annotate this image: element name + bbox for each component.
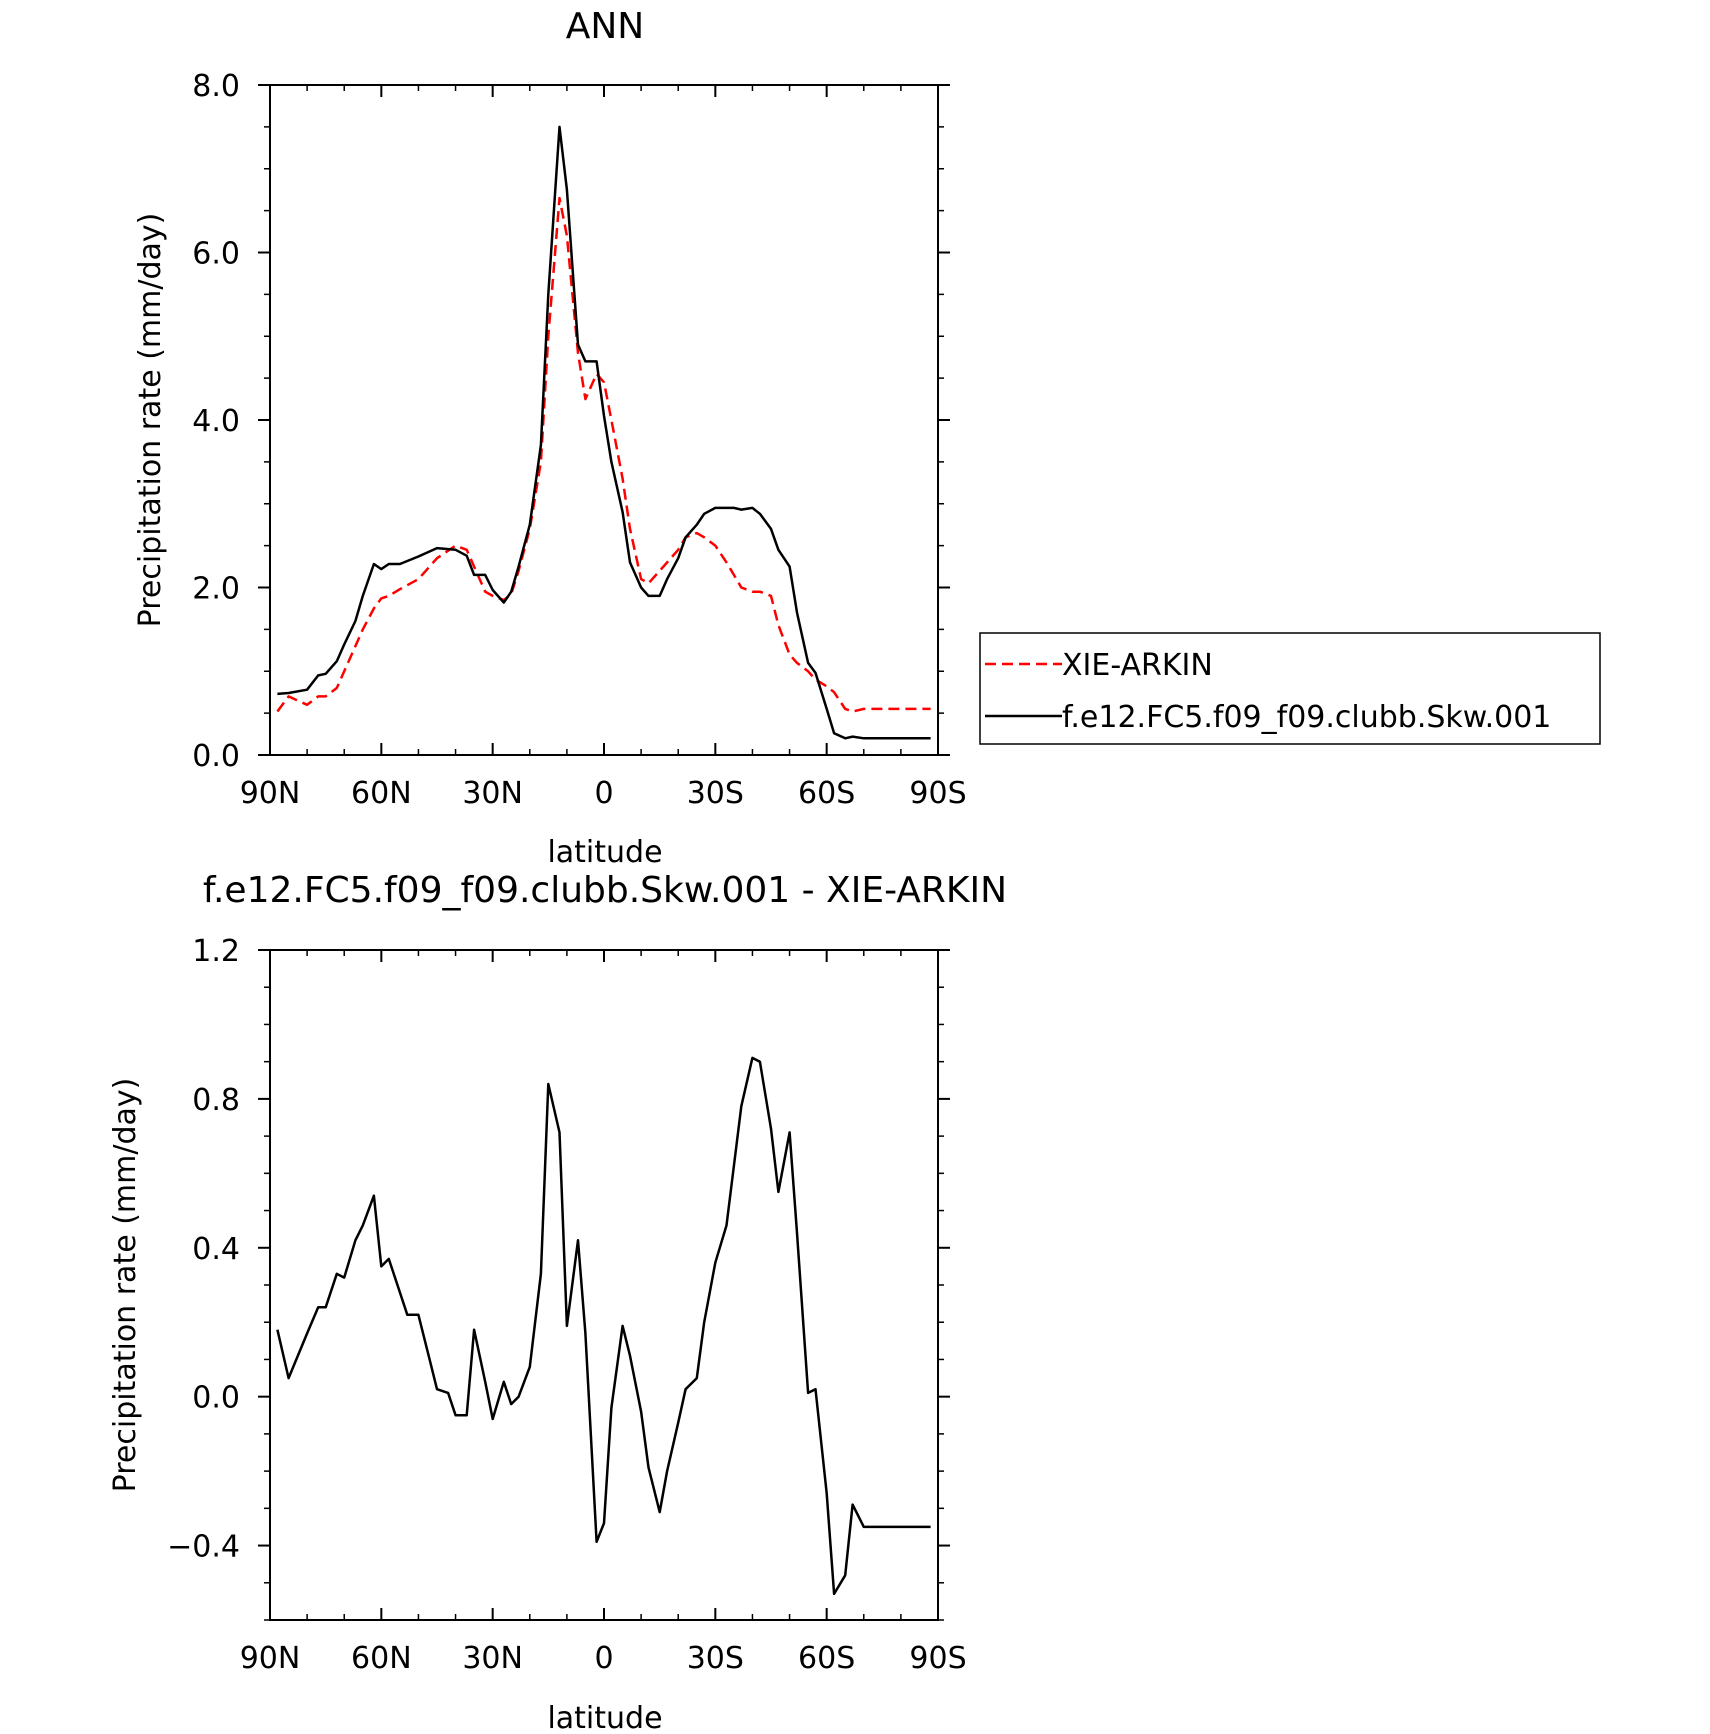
- x-tick-label: 60N: [351, 1641, 412, 1676]
- y-tick-label: 0.0: [192, 1381, 240, 1416]
- legend-box: [979, 632, 1601, 745]
- panel-bottom-title: f.e12.FC5.f09_f09.clubb.Skw.001 - XIE-AR…: [203, 870, 1007, 911]
- y-tick-label: 2.0: [192, 572, 240, 607]
- y-tick-label: 0.0: [192, 739, 240, 774]
- y-tick-label: −0.4: [167, 1530, 240, 1565]
- panel-bottom-series: [276, 1056, 931, 1596]
- panel-top-x-tick-labels: 90N 60N 30N 0 30S 60S 90S: [240, 776, 967, 811]
- panel-bottom: f.e12.FC5.f09_f09.clubb.Skw.001 - XIE-AR…: [108, 870, 1007, 1734]
- x-tick-label: 60S: [798, 776, 855, 811]
- panel-top-x-axis-label: latitude: [547, 835, 662, 870]
- x-tick-label: 30S: [687, 776, 744, 811]
- x-tick-label: 90S: [909, 776, 966, 811]
- x-tick-label: 60N: [351, 776, 412, 811]
- x-tick-label: 60S: [798, 1641, 855, 1676]
- y-tick-label: 4.0: [192, 404, 240, 439]
- panel-top-frame: [269, 84, 939, 756]
- panel-top-title: ANN: [566, 6, 645, 47]
- panel-bottom-x-tick-labels: 90N 60N 30N 0 30S 60S 90S: [240, 1641, 967, 1676]
- x-tick-label: 0: [594, 776, 613, 811]
- y-tick-label: 1.2: [192, 934, 240, 969]
- y-tick-label: 0.4: [192, 1232, 240, 1267]
- x-tick-label: 30N: [462, 776, 523, 811]
- panel-top: ANN 0.02.04.06.08.0 90N 60N 30N 0 30S 60S 90S …: [133, 6, 1601, 870]
- y-tick-label: 8.0: [192, 69, 240, 104]
- panel-bottom-y-tick-labels: −0.4 0.0 0.4 0.8 1.2: [167, 934, 240, 1565]
- legend-label-model: f.e12.FC5.f09_f09.clubb.Skw.001: [1062, 700, 1551, 735]
- panel-bottom-ticks: [258, 949, 950, 1621]
- x-tick-label: 90S: [909, 1641, 966, 1676]
- y-tick-label: 0.8: [192, 1083, 240, 1118]
- y-tick-label: 6.0: [192, 237, 240, 272]
- series-line-0: [276, 1056, 931, 1596]
- panel-top-y-axis-label: Precipitation rate (mm/day): [133, 213, 168, 628]
- x-tick-label: 90N: [240, 776, 301, 811]
- series-line-0: [276, 196, 931, 713]
- x-tick-label: 90N: [240, 1641, 301, 1676]
- x-tick-label: 0: [594, 1641, 613, 1676]
- legend-label-xie-arkin: XIE-ARKIN: [1062, 648, 1213, 683]
- panel-bottom-y-axis-label: Precipitation rate (mm/day): [108, 1078, 143, 1493]
- series-line-1: [277, 125, 931, 740]
- panel-top-y-tick-labels: 0.0 2.0 4.0 6.0 8.0: [192, 69, 240, 774]
- legend: XIE-ARKIN f.e12.FC5.f09_f09.clubb.Skw.00…: [979, 632, 1601, 745]
- panel-bottom-x-axis-label: latitude: [547, 1701, 662, 1734]
- x-tick-label: 30N: [462, 1641, 523, 1676]
- panel-top-series: [276, 125, 931, 740]
- x-tick-label: 30S: [687, 1641, 744, 1676]
- panel-bottom-frame: [269, 949, 939, 1621]
